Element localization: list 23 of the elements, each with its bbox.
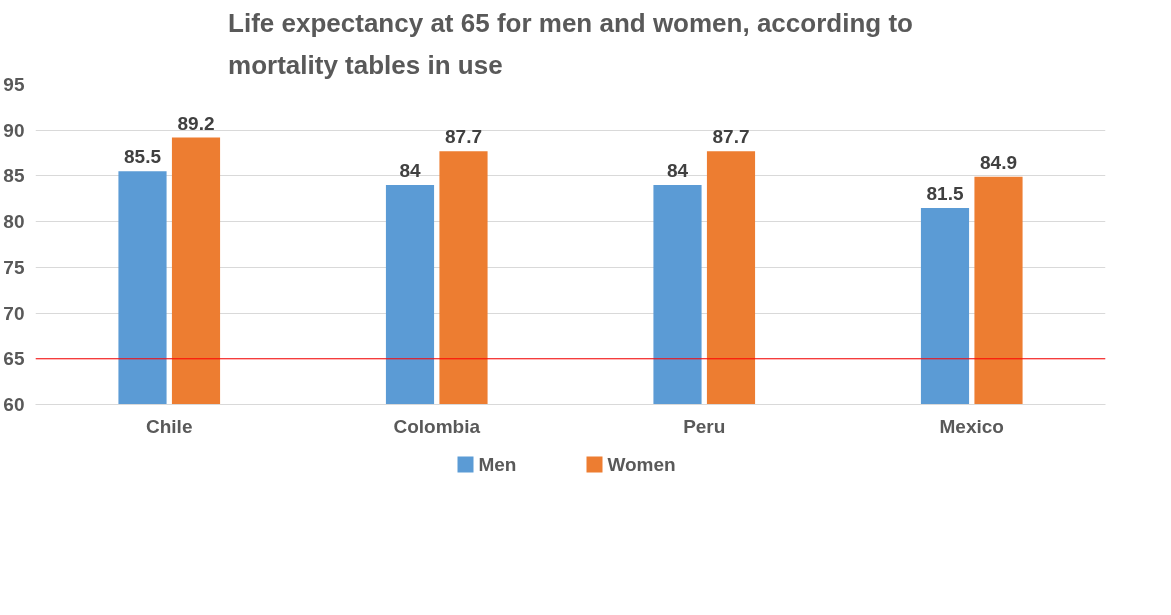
y-tick-label: 70	[3, 302, 25, 324]
y-tick-label: 65	[3, 348, 25, 370]
y-tick-label: 90	[3, 119, 25, 141]
x-tick-label: Mexico	[939, 415, 1004, 437]
data-label: 89.2	[177, 112, 215, 134]
y-tick-label: 75	[3, 256, 25, 278]
data-label: 84	[666, 160, 689, 182]
y-tick-label: 80	[3, 211, 25, 233]
legend-label: Women	[607, 454, 676, 475]
data-label: 84.9	[980, 151, 1017, 173]
data-label: 87.7	[712, 126, 750, 148]
chart-title: Life expectancy at 65 for men and women, according to mortality tables in use	[228, 7, 913, 80]
data-label: 84	[399, 160, 421, 182]
y-tick-label: 85	[3, 165, 25, 187]
y-tick-label: 95	[3, 74, 25, 95]
x-tick-label: Chile	[146, 415, 193, 437]
y-tick-label: 60	[3, 394, 25, 415]
data-label: 81.5	[926, 182, 964, 204]
data-label: 87.7	[445, 126, 482, 148]
data-label: 85.5	[124, 146, 162, 168]
legend-label: Men	[478, 454, 517, 475]
x-tick-label: Colombia	[393, 415, 481, 437]
x-tick-label: Peru	[683, 415, 726, 437]
